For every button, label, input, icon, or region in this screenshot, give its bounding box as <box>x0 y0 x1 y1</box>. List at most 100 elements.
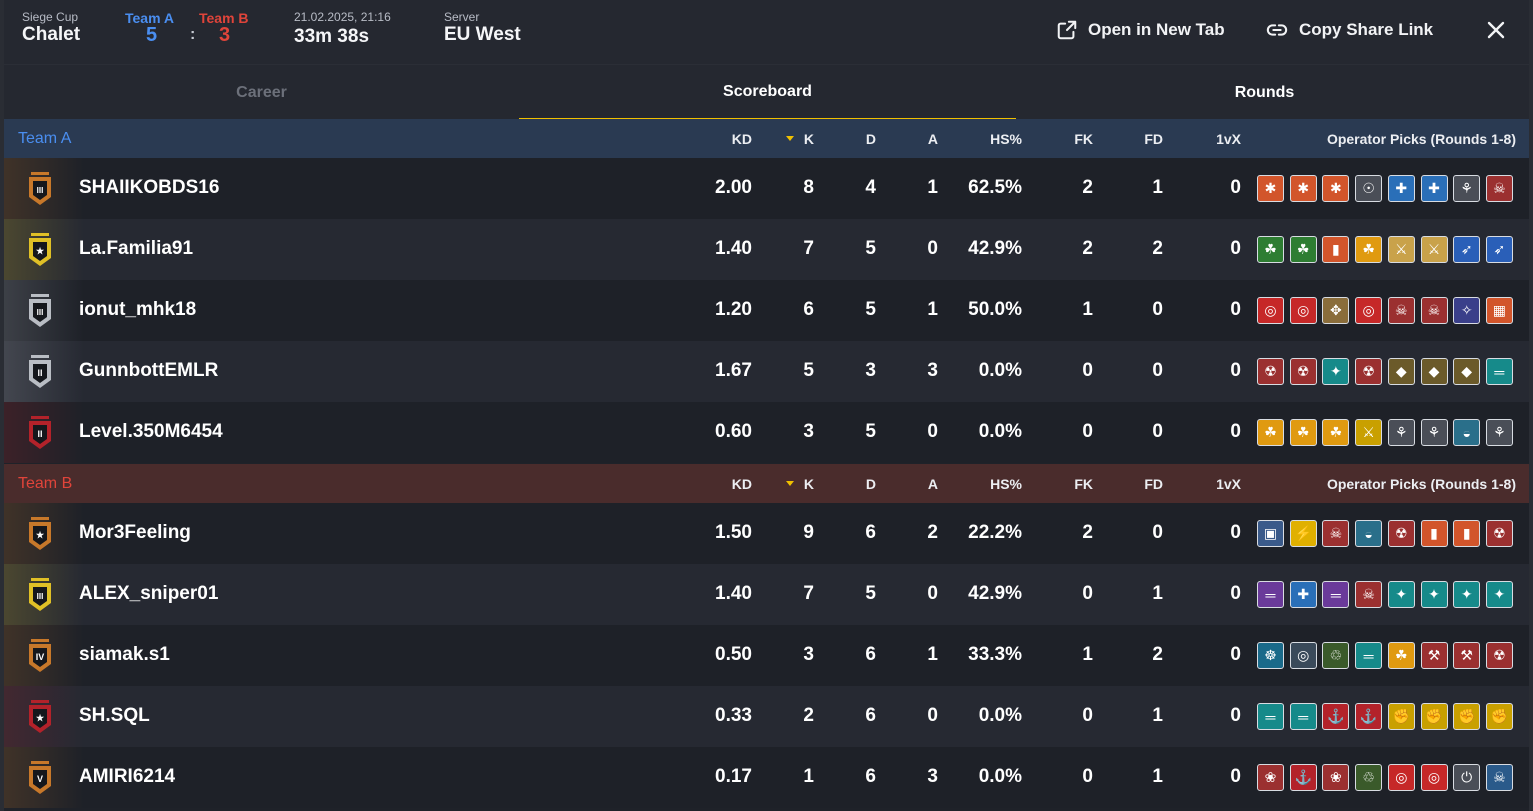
operator-icon[interactable]: ❀ <box>1257 764 1284 791</box>
operator-icon[interactable]: ◎ <box>1387 764 1415 791</box>
operator-icon[interactable]: ⚔ <box>1355 419 1383 446</box>
operator-icon[interactable]: ▮ <box>1322 236 1350 263</box>
operator-icon[interactable]: ⚒ <box>1453 642 1481 669</box>
operator-icon[interactable]: ═ <box>1257 703 1284 730</box>
operator-icon[interactable]: ◒ <box>1453 419 1481 446</box>
column-header-fd[interactable]: FD <box>1144 131 1163 147</box>
column-header-hs[interactable]: HS% <box>990 476 1022 492</box>
operator-icon[interactable]: ⚒ <box>1420 642 1448 669</box>
operator-icon[interactable]: ═ <box>1485 358 1513 385</box>
operator-icon[interactable]: ☘ <box>1257 419 1284 446</box>
operator-icon[interactable]: ☘ <box>1322 419 1350 446</box>
player-name[interactable]: Level.350M6454 <box>79 421 223 442</box>
operator-icon[interactable]: ◒ <box>1355 520 1383 547</box>
open-new-tab-button[interactable]: Open in New Tab <box>1056 18 1225 42</box>
column-header-d[interactable]: D <box>865 476 876 492</box>
player-row[interactable]: ★ Mor3Feeling 1.50 9 6 2 22.2% 2 0 0 ▣ ⚡ ☠ ◒ ☢ ▮ ▮ ☢ <box>4 503 1529 564</box>
operator-icon[interactable]: ☢ <box>1355 358 1383 385</box>
operator-icon[interactable]: ⚓ <box>1322 703 1350 730</box>
operator-icon[interactable]: ➶ <box>1485 236 1513 263</box>
tab-scoreboard[interactable]: Scoreboard <box>519 65 1016 121</box>
operator-icon[interactable]: ☠ <box>1485 175 1513 202</box>
player-name[interactable]: La.Familia91 <box>79 238 194 259</box>
operator-icon[interactable]: ◆ <box>1453 358 1481 385</box>
operator-icon[interactable]: ☢ <box>1387 520 1415 547</box>
operator-icon[interactable]: ✱ <box>1257 175 1284 202</box>
operator-icon[interactable]: ♲ <box>1355 764 1383 791</box>
operator-icon[interactable]: ♲ <box>1322 642 1350 669</box>
operator-icon[interactable]: ⚘ <box>1453 175 1481 202</box>
operator-icon[interactable]: ═ <box>1322 581 1350 608</box>
player-name[interactable]: ALEX_sniper01 <box>79 583 219 604</box>
operator-icon[interactable]: ═ <box>1289 703 1317 730</box>
operator-icon[interactable]: ⚔ <box>1420 236 1448 263</box>
operator-icon[interactable]: ✚ <box>1289 581 1317 608</box>
column-header-a[interactable]: A <box>927 131 938 147</box>
operator-icon[interactable]: ☠ <box>1485 764 1513 791</box>
operator-icon[interactable]: ⚓ <box>1289 764 1317 791</box>
operator-icon[interactable]: ➶ <box>1453 236 1481 263</box>
operator-icon[interactable]: ☢ <box>1289 358 1317 385</box>
column-header-onevx[interactable]: 1vX <box>1216 476 1241 492</box>
player-name[interactable]: GunnbottEMLR <box>79 360 219 381</box>
operator-icon[interactable]: ⚘ <box>1420 419 1448 446</box>
operator-icon[interactable]: ✦ <box>1420 581 1448 608</box>
operator-icon[interactable]: ✊ <box>1420 703 1448 730</box>
close-icon[interactable] <box>1482 16 1510 44</box>
operator-icon[interactable]: ◎ <box>1289 642 1317 669</box>
operator-icon[interactable]: ⏻ <box>1453 764 1481 791</box>
column-header-kd[interactable]: KD <box>731 131 752 147</box>
operator-icon[interactable]: ✱ <box>1322 175 1350 202</box>
tab-career[interactable]: Career <box>236 84 287 101</box>
operator-icon[interactable]: ☢ <box>1485 642 1513 669</box>
column-header-fd[interactable]: FD <box>1144 476 1163 492</box>
operator-icon[interactable]: ❀ <box>1322 764 1350 791</box>
operator-icon[interactable]: ☘ <box>1387 642 1415 669</box>
operator-icon[interactable]: ✊ <box>1485 703 1513 730</box>
operator-icon[interactable]: ✚ <box>1387 175 1415 202</box>
operator-icon[interactable]: ✚ <box>1420 175 1448 202</box>
player-row[interactable]: ★ SH.SQL 0.33 2 6 0 0.0% 0 1 0 ═ ═ ⚓ ⚓ ✊ ✊ ✊ ✊ <box>4 686 1529 747</box>
column-header-k[interactable]: K <box>803 476 814 492</box>
column-header-a[interactable]: A <box>927 476 938 492</box>
operator-icon[interactable]: ✦ <box>1453 581 1481 608</box>
operator-icon[interactable]: ◎ <box>1355 297 1383 324</box>
operator-icon[interactable]: ⚘ <box>1485 419 1513 446</box>
operator-icon[interactable]: ☢ <box>1485 520 1513 547</box>
tab-rounds[interactable]: Rounds <box>1234 84 1295 101</box>
operator-icon[interactable]: ✦ <box>1322 358 1350 385</box>
column-header-fk[interactable]: FK <box>1074 476 1093 492</box>
operator-icon[interactable]: ✊ <box>1453 703 1481 730</box>
column-header-kd[interactable]: KD <box>731 476 752 492</box>
operator-icon[interactable]: ═ <box>1355 642 1383 669</box>
player-row[interactable]: III ionut_mhk18 1.20 6 5 1 50.0% 1 0 0 ◎ ◎ ✥ ◎ ☠ ☠ ✧ ▦ <box>4 280 1529 341</box>
player-row[interactable]: IV siamak.s1 0.50 3 6 1 33.3% 1 2 0 ☸ ◎ ♲ ═ ☘ ⚒ ⚒ ☢ <box>4 625 1529 686</box>
player-name[interactable]: ionut_mhk18 <box>79 299 197 320</box>
operator-icon[interactable]: ═ <box>1257 581 1284 608</box>
operator-icon[interactable]: ✥ <box>1322 297 1350 324</box>
copy-share-link-button[interactable]: Copy Share Link <box>1265 18 1433 42</box>
operator-icon[interactable]: ☠ <box>1322 520 1350 547</box>
operator-icon[interactable]: ⚓ <box>1355 703 1383 730</box>
operator-icon[interactable]: ☘ <box>1257 236 1284 263</box>
operator-icon[interactable]: ◆ <box>1387 358 1415 385</box>
operator-icon[interactable]: ◆ <box>1420 358 1448 385</box>
operator-icon[interactable]: ▮ <box>1420 520 1448 547</box>
operator-icon[interactable]: ◎ <box>1420 764 1448 791</box>
player-row[interactable]: V AMIRI6214 0.17 1 6 3 0.0% 0 1 0 ❀ ⚓ ❀ ♲ ◎ ◎ ⏻ ☠ <box>4 747 1529 808</box>
player-name[interactable]: SH.SQL <box>79 705 150 726</box>
player-name[interactable]: siamak.s1 <box>79 644 170 665</box>
operator-icon[interactable]: ☘ <box>1289 419 1317 446</box>
operator-icon[interactable]: ▣ <box>1257 520 1284 547</box>
operator-icon[interactable]: ▮ <box>1453 520 1481 547</box>
column-header-k[interactable]: K <box>803 131 814 147</box>
operator-icon[interactable]: ✦ <box>1387 581 1415 608</box>
operator-icon[interactable]: ✱ <box>1289 175 1317 202</box>
column-header-d[interactable]: D <box>865 131 876 147</box>
operator-icon[interactable]: ▦ <box>1485 297 1513 324</box>
column-header-fk[interactable]: FK <box>1074 131 1093 147</box>
player-row[interactable]: II Level.350M6454 0.60 3 5 0 0.0% 0 0 0 ☘ ☘ ☘ ⚔ ⚘ ⚘ ◒ ⚘ <box>4 402 1529 463</box>
column-header-hs[interactable]: HS% <box>990 131 1022 147</box>
operator-icon[interactable]: ☉ <box>1355 175 1383 202</box>
operator-icon[interactable]: ☘ <box>1355 236 1383 263</box>
